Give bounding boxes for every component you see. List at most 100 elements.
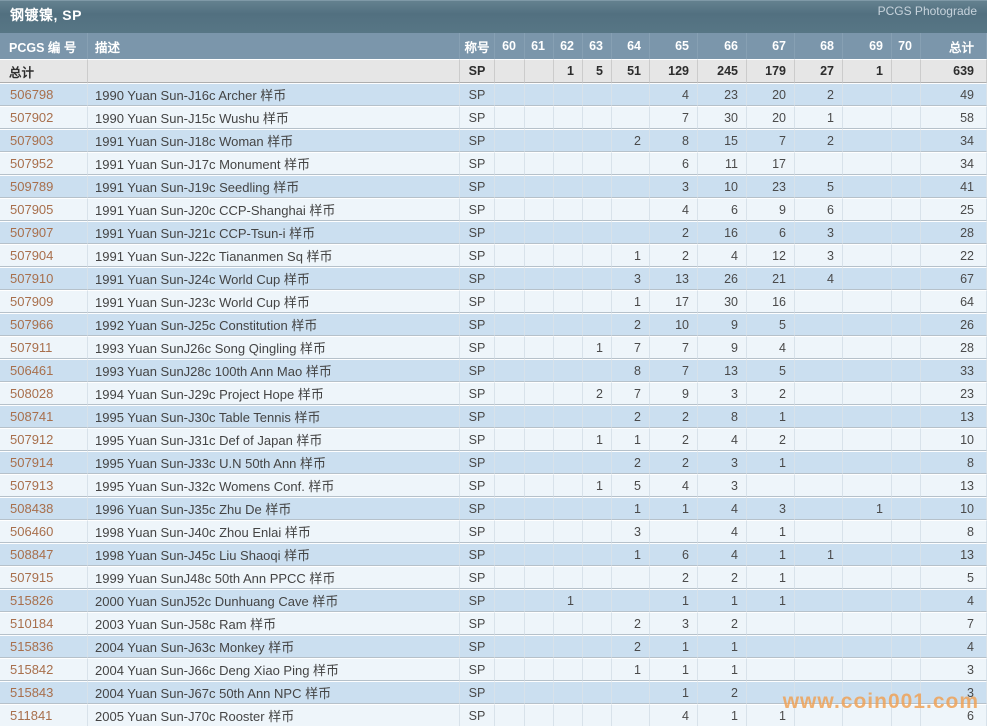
table-row: 507911 1993 Yuan SunJ26c Song Qingling 样币… — [0, 336, 987, 359]
pcgs-number-link[interactable]: 506461 — [0, 359, 88, 382]
pcgs-number-link[interactable]: 506460 — [0, 520, 88, 543]
row-total: 4 — [921, 635, 987, 658]
grade-cell-66: 4 — [698, 428, 747, 451]
grade-cell-68 — [795, 428, 843, 451]
designation-cell: SP — [460, 497, 495, 520]
pcgs-number-link[interactable]: 507952 — [0, 152, 88, 175]
pcgs-number-link[interactable]: 515842 — [0, 658, 88, 681]
pcgs-number-link[interactable]: 508438 — [0, 497, 88, 520]
table-row: 509789 1991 Yuan Sun-J19c Seedling 样币 SP 3 1… — [0, 175, 987, 198]
coin-description: 1991 Yuan Sun-J17c Monument 样币 — [88, 152, 460, 175]
page-title: 钢镀镍, SP — [10, 7, 82, 23]
pcgs-number-link[interactable]: 507909 — [0, 290, 88, 313]
table-row: 507914 1995 Yuan Sun-J33c U.N 50th Ann 样币… — [0, 451, 987, 474]
grade-cell-67: 23 — [747, 175, 795, 198]
totals-grade-61 — [525, 59, 554, 83]
designation-cell: SP — [460, 175, 495, 198]
grade-cell-60 — [495, 428, 525, 451]
pcgs-number-link[interactable]: 510184 — [0, 612, 88, 635]
pcgs-number-link[interactable]: 507905 — [0, 198, 88, 221]
grade-cell-69 — [843, 313, 892, 336]
grade-cell-64 — [612, 152, 650, 175]
grade-cell-66: 3 — [698, 474, 747, 497]
pcgs-number-link[interactable]: 507913 — [0, 474, 88, 497]
grade-cell-67 — [747, 681, 795, 704]
grade-cell-62 — [554, 635, 583, 658]
grade-cell-69 — [843, 428, 892, 451]
coin-description: 1991 Yuan Sun-J22c Tiananmen Sq 样币 — [88, 244, 460, 267]
grade-cell-64: 2 — [612, 451, 650, 474]
designation-cell: SP — [460, 336, 495, 359]
grade-cell-70 — [892, 658, 921, 681]
row-total: 33 — [921, 359, 987, 382]
table-row: 508741 1995 Yuan Sun-J30c Table Tennis 样币… — [0, 405, 987, 428]
grade-cell-67 — [747, 612, 795, 635]
grade-cell-68 — [795, 313, 843, 336]
pcgs-number-link[interactable]: 509789 — [0, 175, 88, 198]
pcgs-number-link[interactable]: 507907 — [0, 221, 88, 244]
grade-cell-60 — [495, 566, 525, 589]
row-total: 64 — [921, 290, 987, 313]
designation-cell: SP — [460, 106, 495, 129]
table-row: 507904 1991 Yuan Sun-J22c Tiananmen Sq 样币… — [0, 244, 987, 267]
pcgs-number-link[interactable]: 515836 — [0, 635, 88, 658]
grade-cell-61 — [525, 681, 554, 704]
pcgs-number-link[interactable]: 507903 — [0, 129, 88, 152]
pcgs-number-link[interactable]: 507915 — [0, 566, 88, 589]
grade-cell-67: 4 — [747, 336, 795, 359]
grade-cell-66: 9 — [698, 313, 747, 336]
grade-cell-70 — [892, 313, 921, 336]
grade-cell-65: 1 — [650, 589, 698, 612]
grade-cell-61 — [525, 474, 554, 497]
pcgs-number-link[interactable]: 515826 — [0, 589, 88, 612]
grade-cell-69 — [843, 106, 892, 129]
grade-cell-62 — [554, 221, 583, 244]
grade-cell-63 — [583, 543, 612, 566]
coin-description: 1991 Yuan Sun-J20c CCP-Shanghai 样币 — [88, 198, 460, 221]
designation-cell: SP — [460, 658, 495, 681]
coin-description: 2000 Yuan SunJ52c Dunhuang Cave 样币 — [88, 589, 460, 612]
column-header-total: 总计 — [921, 33, 987, 59]
photograde-link[interactable]: PCGS Photograde — [877, 4, 977, 18]
pcgs-number-link[interactable]: 515843 — [0, 681, 88, 704]
grade-cell-61 — [525, 106, 554, 129]
pcgs-number-link[interactable]: 507911 — [0, 336, 88, 359]
table-row: 510184 2003 Yuan Sun-J58c Ram 样币 SP 2 3 2 7 — [0, 612, 987, 635]
pcgs-number-link[interactable]: 507966 — [0, 313, 88, 336]
row-total: 10 — [921, 497, 987, 520]
grade-cell-64: 2 — [612, 313, 650, 336]
coin-description: 1998 Yuan Sun-J45c Liu Shaoqi 样币 — [88, 543, 460, 566]
grade-cell-67: 1 — [747, 566, 795, 589]
row-total: 28 — [921, 336, 987, 359]
grade-cell-62 — [554, 681, 583, 704]
pcgs-number-link[interactable]: 507912 — [0, 428, 88, 451]
grade-cell-70 — [892, 129, 921, 152]
grade-cell-70 — [892, 543, 921, 566]
grade-cell-63 — [583, 635, 612, 658]
designation-cell: SP — [460, 129, 495, 152]
grade-cell-60 — [495, 336, 525, 359]
designation-cell: SP — [460, 313, 495, 336]
pcgs-number-link[interactable]: 507910 — [0, 267, 88, 290]
pcgs-number-link[interactable]: 508741 — [0, 405, 88, 428]
grade-cell-65: 1 — [650, 681, 698, 704]
pcgs-number-link[interactable]: 511841 — [0, 704, 88, 726]
pcgs-number-link[interactable]: 507914 — [0, 451, 88, 474]
grade-cell-63 — [583, 175, 612, 198]
coin-description: 1990 Yuan Sun-J16c Archer 样币 — [88, 83, 460, 106]
pcgs-number-link[interactable]: 506798 — [0, 83, 88, 106]
grade-cell-63 — [583, 198, 612, 221]
grade-cell-61 — [525, 612, 554, 635]
coin-description: 1993 Yuan SunJ26c Song Qingling 样币 — [88, 336, 460, 359]
grade-cell-64: 2 — [612, 612, 650, 635]
grade-cell-70 — [892, 428, 921, 451]
grade-cell-69: 1 — [843, 497, 892, 520]
grade-cell-62: 1 — [554, 589, 583, 612]
grade-cell-60 — [495, 290, 525, 313]
grade-cell-61 — [525, 359, 554, 382]
pcgs-number-link[interactable]: 508028 — [0, 382, 88, 405]
pcgs-number-link[interactable]: 507902 — [0, 106, 88, 129]
pcgs-number-link[interactable]: 507904 — [0, 244, 88, 267]
pcgs-number-link[interactable]: 508847 — [0, 543, 88, 566]
grade-cell-65: 2 — [650, 451, 698, 474]
